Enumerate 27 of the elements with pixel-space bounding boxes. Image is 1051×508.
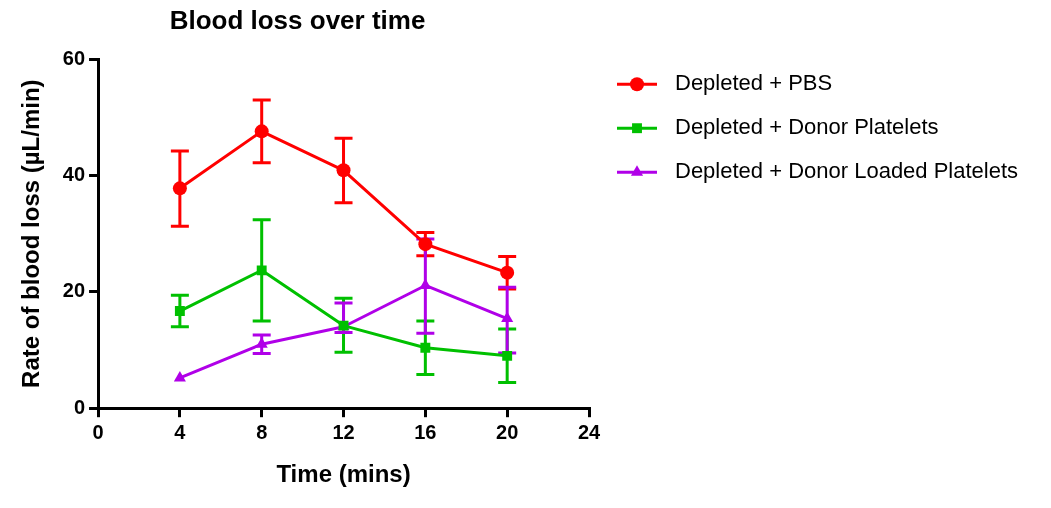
point: [256, 265, 267, 276]
x-tick-label: 4: [174, 420, 187, 443]
x-axis-title: Time (mins): [276, 460, 411, 488]
x-tick-label: 12: [332, 420, 355, 443]
legend-label: Depleted + Donor Loaded Platelets: [675, 158, 1019, 184]
point: [420, 342, 431, 353]
point: [500, 265, 515, 280]
point: [174, 306, 185, 317]
x-tick-label: 0: [92, 420, 104, 443]
y-axis-title: Rate of blood loss (µL/min): [17, 79, 45, 388]
y-tick-label: 60: [62, 46, 86, 69]
point: [336, 163, 351, 178]
legend-label: Depleted + Donor Platelets: [675, 114, 939, 140]
point: [502, 350, 513, 361]
y-tick-label: 20: [62, 279, 86, 302]
point: [254, 124, 269, 139]
point: [172, 181, 187, 196]
x-tick-label: 16: [414, 420, 437, 443]
point: [418, 237, 433, 252]
y-tick-label: 0: [73, 395, 86, 418]
x-tick-label: 24: [577, 420, 601, 443]
legend-label: Depleted + PBS: [675, 70, 833, 96]
x-tick-label: 8: [256, 420, 268, 443]
x-tick-label: 20: [496, 420, 519, 443]
chart-title: Blood loss over time: [169, 4, 426, 35]
point: [173, 370, 186, 382]
y-tick-label: 40: [62, 163, 86, 186]
